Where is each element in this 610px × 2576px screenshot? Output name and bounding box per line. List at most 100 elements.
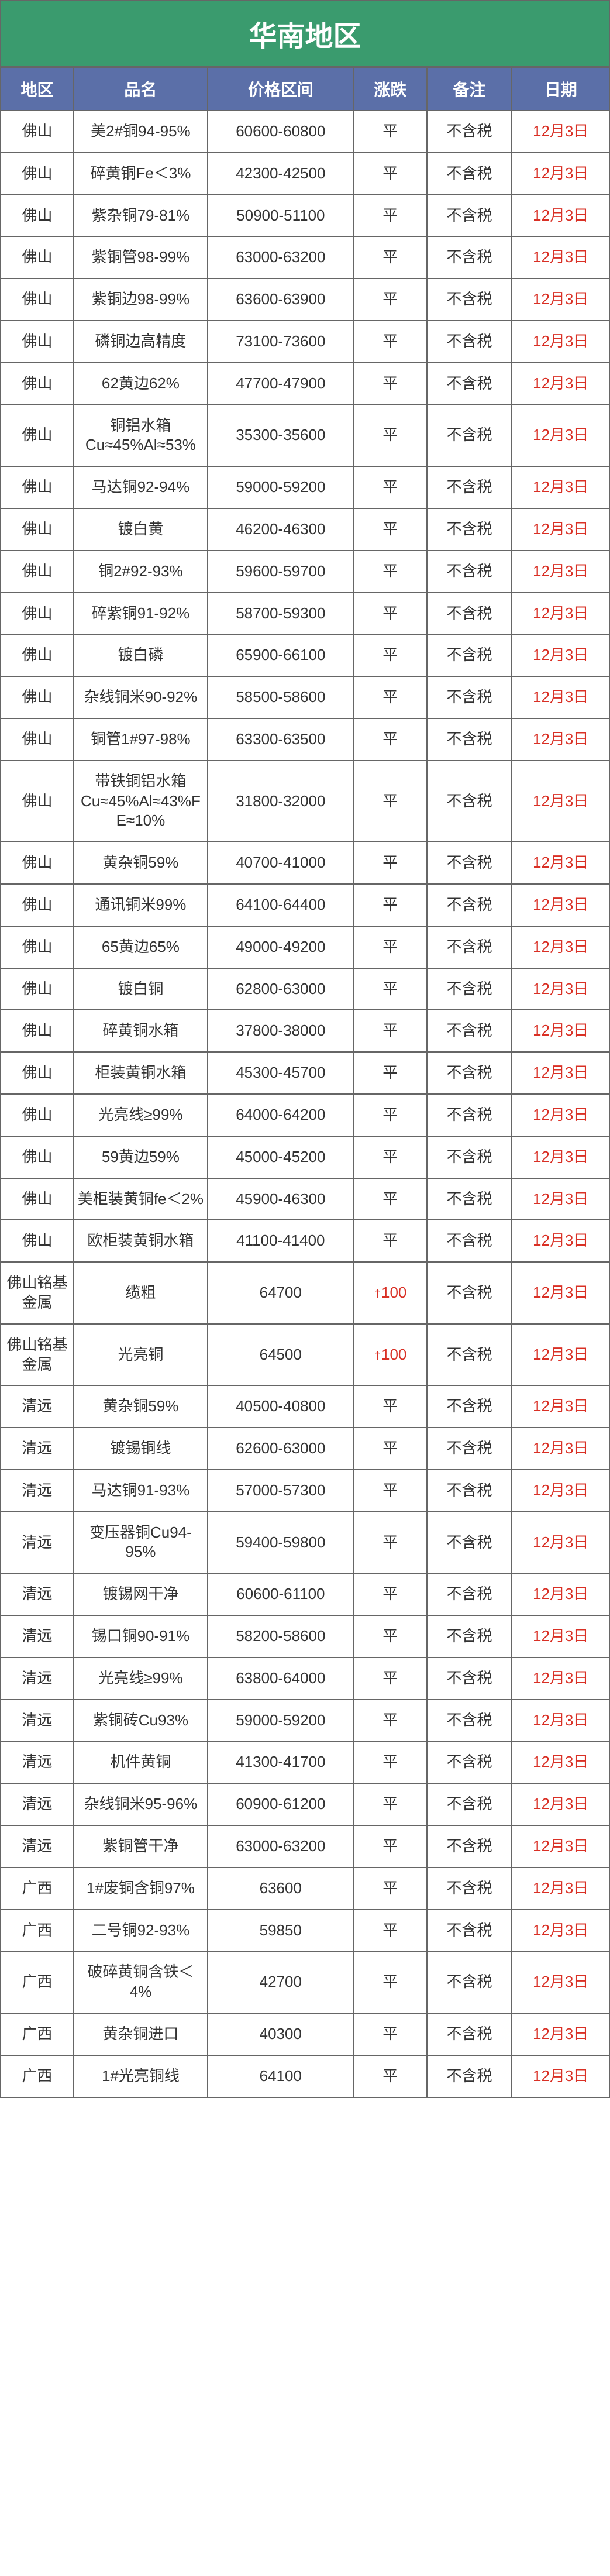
- price-cell: 63000-63200: [208, 236, 354, 278]
- name-cell: 镀白磷: [74, 634, 208, 676]
- note-cell: 不含税: [427, 1262, 512, 1324]
- change-cell: 平: [354, 884, 427, 926]
- change-cell: 平: [354, 405, 427, 467]
- change-cell: 平: [354, 321, 427, 363]
- header-region: 地区: [1, 67, 74, 111]
- region-cell: 清远: [1, 1783, 74, 1825]
- region-cell: 佛山: [1, 508, 74, 551]
- change-cell: 平: [354, 1136, 427, 1178]
- date-cell: 12月3日: [512, 195, 609, 237]
- date-cell: 12月3日: [512, 508, 609, 551]
- name-cell: 1#光亮铜线: [74, 2055, 208, 2097]
- table-row: 清远镀锡网干净60600-61100平不含税12月3日: [1, 1573, 609, 1615]
- date-cell: 12月3日: [512, 842, 609, 884]
- note-cell: 不含税: [427, 1470, 512, 1512]
- note-cell: 不含税: [427, 1910, 512, 1952]
- price-cell: 42300-42500: [208, 153, 354, 195]
- note-cell: 不含税: [427, 405, 512, 467]
- note-cell: 不含税: [427, 593, 512, 635]
- table-row: 广西破碎黄铜含铁＜4%42700平不含税12月3日: [1, 1951, 609, 2013]
- date-cell: 12月3日: [512, 363, 609, 405]
- name-cell: 磷铜边高精度: [74, 321, 208, 363]
- name-cell: 镀白黄: [74, 508, 208, 551]
- region-cell: 清远: [1, 1573, 74, 1615]
- change-cell: 平: [354, 1010, 427, 1052]
- name-cell: 美2#铜94-95%: [74, 111, 208, 153]
- table-row: 佛山欧柜装黄铜水箱41100-41400平不含税12月3日: [1, 1220, 609, 1262]
- region-cell: 清远: [1, 1512, 74, 1574]
- price-cell: 59400-59800: [208, 1512, 354, 1574]
- date-cell: 12月3日: [512, 1783, 609, 1825]
- date-cell: 12月3日: [512, 1262, 609, 1324]
- region-cell: 佛山铭基金属: [1, 1262, 74, 1324]
- region-cell: 广西: [1, 1910, 74, 1952]
- change-cell: 平: [354, 551, 427, 593]
- price-cell: 41300-41700: [208, 1741, 354, 1783]
- price-cell: 58500-58600: [208, 676, 354, 718]
- change-cell: 平: [354, 1178, 427, 1220]
- price-cell: 59000-59200: [208, 466, 354, 508]
- table-row: 清远杂线铜米95-96%60900-61200平不含税12月3日: [1, 1783, 609, 1825]
- region-cell: 佛山: [1, 195, 74, 237]
- note-cell: 不含税: [427, 153, 512, 195]
- table-row: 佛山美柜装黄铜fe＜2%45900-46300平不含税12月3日: [1, 1178, 609, 1220]
- region-cell: 佛山: [1, 153, 74, 195]
- region-cell: 佛山: [1, 718, 74, 761]
- table-row: 佛山铜2#92-93%59600-59700平不含税12月3日: [1, 551, 609, 593]
- price-cell: 58200-58600: [208, 1615, 354, 1657]
- note-cell: 不含税: [427, 1867, 512, 1910]
- date-cell: 12月3日: [512, 111, 609, 153]
- date-cell: 12月3日: [512, 1867, 609, 1910]
- note-cell: 不含税: [427, 363, 512, 405]
- change-cell: 平: [354, 1910, 427, 1952]
- name-cell: 黄杂铜59%: [74, 842, 208, 884]
- price-cell: 64500: [208, 1324, 354, 1386]
- name-cell: 紫铜管98-99%: [74, 236, 208, 278]
- table-row: 清远紫铜管干净63000-63200平不含税12月3日: [1, 1825, 609, 1867]
- price-cell: 47700-47900: [208, 363, 354, 405]
- date-cell: 12月3日: [512, 2055, 609, 2097]
- note-cell: 不含税: [427, 718, 512, 761]
- name-cell: 镀锡网干净: [74, 1573, 208, 1615]
- table-row: 佛山铜管1#97-98%63300-63500平不含税12月3日: [1, 718, 609, 761]
- change-cell: 平: [354, 1657, 427, 1700]
- note-cell: 不含税: [427, 1573, 512, 1615]
- region-cell: 佛山: [1, 1010, 74, 1052]
- note-cell: 不含税: [427, 466, 512, 508]
- note-cell: 不含税: [427, 1385, 512, 1428]
- note-cell: 不含税: [427, 1220, 512, 1262]
- note-cell: 不含税: [427, 1657, 512, 1700]
- note-cell: 不含税: [427, 1741, 512, 1783]
- date-cell: 12月3日: [512, 1220, 609, 1262]
- table-row: 佛山美2#铜94-95%60600-60800平不含税12月3日: [1, 111, 609, 153]
- table-row: 佛山铭基金属光亮铜64500↑100不含税12月3日: [1, 1324, 609, 1386]
- date-cell: 12月3日: [512, 1428, 609, 1470]
- price-cell: 45300-45700: [208, 1052, 354, 1094]
- table-row: 清远光亮线≥99%63800-64000平不含税12月3日: [1, 1657, 609, 1700]
- note-cell: 不含税: [427, 1428, 512, 1470]
- region-cell: 佛山: [1, 926, 74, 968]
- name-cell: 变压器铜Cu94-95%: [74, 1512, 208, 1574]
- date-cell: 12月3日: [512, 968, 609, 1010]
- price-cell: 57000-57300: [208, 1470, 354, 1512]
- price-cell: 64000-64200: [208, 1094, 354, 1136]
- region-cell: 佛山: [1, 842, 74, 884]
- date-cell: 12月3日: [512, 1052, 609, 1094]
- price-cell: 63000-63200: [208, 1825, 354, 1867]
- date-cell: 12月3日: [512, 761, 609, 842]
- price-cell: 64700: [208, 1262, 354, 1324]
- table-row: 佛山碎紫铜91-92%58700-59300平不含税12月3日: [1, 593, 609, 635]
- note-cell: 不含税: [427, 1700, 512, 1742]
- change-cell: 平: [354, 1741, 427, 1783]
- name-cell: 美柜装黄铜fe＜2%: [74, 1178, 208, 1220]
- note-cell: 不含税: [427, 1094, 512, 1136]
- name-cell: 铜管1#97-98%: [74, 718, 208, 761]
- price-cell: 40300: [208, 2013, 354, 2055]
- region-cell: 佛山: [1, 278, 74, 321]
- table-row: 佛山光亮线≥99%64000-64200平不含税12月3日: [1, 1094, 609, 1136]
- table-row: 广西1#光亮铜线64100平不含税12月3日: [1, 2055, 609, 2097]
- date-cell: 12月3日: [512, 1700, 609, 1742]
- table-body: 佛山美2#铜94-95%60600-60800平不含税12月3日佛山碎黄铜Fe＜…: [1, 111, 609, 2097]
- price-cell: 64100-64400: [208, 884, 354, 926]
- date-cell: 12月3日: [512, 466, 609, 508]
